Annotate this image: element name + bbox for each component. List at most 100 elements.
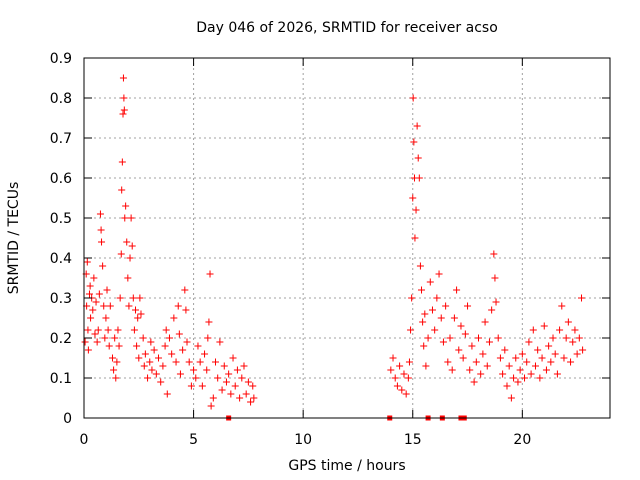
data-point [536,374,544,382]
data-point [505,362,513,370]
data-point [516,366,524,374]
data-point [400,370,408,378]
data-point [402,390,410,398]
data-point [134,314,142,322]
data-point [457,322,465,330]
data-point [185,358,193,366]
data-point [407,326,415,334]
data-point [148,366,156,374]
axes-ticks: 0 0.1 0.2 0.3 0.4 0.5 0.6 0.7 0.8 0.9 0 5 10 15 20 [50,51,610,448]
data-point [100,302,108,310]
chart-title: Day 046 of 2026, SRMTID for receiver acs… [196,20,498,36]
data-point [220,362,228,370]
data-point [485,338,493,346]
y-tick-label: 0.1 [50,371,72,387]
data-point [216,338,224,346]
data-point [575,334,583,342]
y-tick-label: 0.7 [50,131,72,147]
data-point [203,366,211,374]
data-point [214,374,222,382]
data-point [236,394,244,402]
y-tick-label: 0.4 [50,251,72,267]
data-point [534,346,542,354]
data-point [571,326,579,334]
data-point [204,334,212,342]
data-point [122,202,130,210]
y-tick-label: 0.8 [50,91,72,107]
data-point [408,294,416,302]
data-point [108,354,116,362]
data-point [415,174,423,182]
data-point [209,394,217,402]
x-tick-label: 5 [189,432,198,448]
data-point [398,386,406,394]
data-point [553,370,561,378]
data-point [490,250,498,258]
data-point [479,350,487,358]
data-point [182,306,190,314]
y-axis-label: SRMTID / TECUs [6,182,22,295]
data-point [183,338,191,346]
data-point [477,370,485,378]
data-point [150,346,158,354]
data-point [405,358,413,366]
data-point [540,322,548,330]
data-point [496,354,504,362]
data-point [97,226,105,234]
data-point [133,342,141,350]
data-point [437,314,445,322]
data-point [461,330,469,338]
data-point [103,286,111,294]
data-point [129,294,137,302]
data-point [95,290,103,298]
data-point [240,362,248,370]
data-point [157,378,165,386]
data-point [114,326,122,334]
data-point [205,318,213,326]
data-point [488,306,496,314]
data-point [551,350,559,358]
data-point [492,298,500,306]
data-point [118,186,126,194]
data-point [96,210,104,218]
data-point [468,342,476,350]
data-point [412,206,420,214]
data-point [499,370,507,378]
data-point [444,358,452,366]
data-point [424,334,432,342]
data-point [179,346,187,354]
data-point [225,370,233,378]
data-point [136,294,144,302]
data-point [242,390,250,398]
data-point [146,358,154,366]
data-point [578,294,586,302]
data-point [93,338,101,346]
data-point [527,370,535,378]
data-point [538,354,546,362]
data-point [244,378,252,386]
data-point [453,286,461,294]
data-point [112,374,120,382]
data-point [510,374,518,382]
data-point [91,330,99,338]
data-point [442,302,450,310]
data-point [448,366,456,374]
data-point [98,238,106,246]
data-point [113,358,121,366]
data-point [137,310,145,318]
data-point [556,326,564,334]
data-point [116,294,124,302]
data-point [168,350,176,358]
data-point [466,366,474,374]
data-point [433,294,441,302]
data-point [512,354,520,362]
data-point [529,326,537,334]
data-point [110,366,118,374]
data-point [247,398,255,406]
data-point [218,386,226,394]
data-point [531,362,539,370]
data-point [196,358,204,366]
data-point [132,306,140,314]
data-point [483,362,491,370]
data-point [201,350,209,358]
